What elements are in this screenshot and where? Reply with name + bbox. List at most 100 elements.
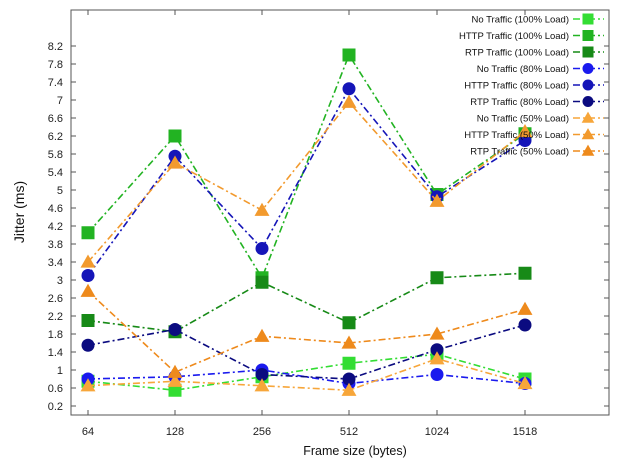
series-5 [81, 82, 532, 282]
legend-label: RTP Traffic (100% Load) [465, 48, 569, 59]
legend-label: RTP Traffic (50% Load) [470, 147, 569, 158]
square-marker [342, 48, 356, 62]
series-line [87, 272, 526, 333]
legend: No Traffic (100% Load) HTTP Traffic (100%… [459, 13, 604, 158]
y-tick-label: 1.8 [48, 329, 63, 341]
x-tick-label: 512 [340, 426, 358, 438]
series-line [87, 324, 526, 380]
series-layer [80, 48, 533, 397]
circle-marker [168, 323, 182, 336]
square-marker [342, 316, 356, 330]
square-marker [255, 275, 269, 289]
triangle-marker [341, 382, 357, 396]
circle-marker [430, 343, 444, 357]
triangle-marker [581, 144, 595, 156]
circle-marker [255, 242, 269, 255]
triangle-marker [341, 94, 357, 108]
series-line [87, 87, 526, 276]
y-axis: 0.2 0.6 1 1.4 1.8 2.2 2.6 3 3.4 3.8 4.2 4.6 5 5.4 5.8 6… [48, 41, 609, 413]
y-tick-label: 0.2 [48, 401, 63, 413]
square-marker [342, 356, 356, 370]
legend-label: RTP Traffic (80% Load) [470, 97, 569, 108]
series-line [87, 353, 526, 392]
series-line [87, 53, 526, 280]
y-tick-label: 4.6 [48, 203, 63, 215]
triangle-marker [581, 128, 595, 140]
square-marker [81, 226, 95, 240]
triangle-marker [80, 254, 96, 268]
square-marker [582, 30, 594, 41]
y-tick-label: 4.2 [48, 221, 63, 233]
series-8 [80, 94, 533, 268]
triangle-marker [429, 326, 445, 340]
legend-label: No Traffic (100% Load) [471, 15, 569, 26]
x-axis: 64 128 256 512 1024 1518 [82, 10, 537, 438]
square-marker [430, 271, 444, 285]
circle-marker [582, 79, 594, 91]
y-tick-label: 3 [57, 275, 63, 287]
circle-marker [518, 134, 532, 147]
circle-marker [582, 63, 594, 74]
y-tick-label: 5 [57, 185, 63, 197]
x-tick-label: 64 [82, 426, 94, 438]
y-tick-label: 8.2 [48, 41, 63, 53]
circle-marker [81, 338, 95, 352]
triangle-marker [254, 202, 270, 216]
triangle-marker [80, 283, 96, 297]
circle-marker [342, 82, 356, 96]
y-tick-label: 5.4 [48, 167, 63, 179]
legend-label: No Traffic (80% Load) [477, 64, 569, 75]
x-tick-label: 128 [166, 426, 184, 438]
square-marker [518, 266, 532, 280]
triangle-marker [341, 335, 357, 349]
y-tick-label: 0.6 [48, 383, 63, 395]
triangle-marker [429, 193, 445, 207]
triangle-marker [254, 378, 270, 392]
series-7 [80, 351, 533, 396]
triangle-marker [167, 364, 183, 378]
series-line [87, 101, 526, 263]
y-tick-label: 7.8 [48, 59, 63, 71]
y-tick-label: 7.4 [48, 77, 63, 89]
legend-label: HTTP Traffic (80% Load) [464, 81, 569, 92]
triangle-marker [517, 124, 533, 138]
y-tick-label: 2.6 [48, 293, 63, 305]
triangle-marker [80, 378, 96, 392]
series-line [87, 357, 526, 392]
y-tick-label: 7 [57, 95, 63, 107]
square-marker [168, 383, 182, 397]
triangle-marker [167, 373, 183, 387]
triangle-marker [167, 155, 183, 169]
legend-label: HTTP Traffic (100% Load) [459, 31, 569, 42]
y-tick-label: 5.8 [48, 149, 63, 161]
triangle-marker [254, 328, 270, 342]
circle-marker [342, 372, 356, 386]
y-tick-label: 6.6 [48, 113, 63, 125]
circle-marker [255, 368, 269, 381]
triangle-marker [517, 376, 533, 390]
series-6 [81, 318, 532, 386]
y-tick-label: 3.8 [48, 239, 63, 251]
series-9 [80, 283, 533, 378]
series-line [87, 290, 526, 374]
triangle-marker [517, 301, 533, 315]
triangle-marker [581, 111, 595, 123]
x-tick-label: 256 [253, 426, 271, 438]
legend-label: No Traffic (50% Load) [477, 114, 569, 125]
x-tick-label: 1024 [425, 426, 449, 438]
series-3 [81, 266, 532, 339]
y-tick-label: 1 [57, 365, 63, 377]
square-marker [582, 13, 594, 25]
x-axis-title: Frame size (bytes) [303, 444, 407, 458]
y-tick-label: 6.2 [48, 131, 63, 143]
circle-marker [81, 269, 95, 282]
x-tick-label: 1518 [513, 426, 537, 438]
circle-marker [518, 318, 532, 332]
y-tick-label: 3.4 [48, 257, 63, 269]
legend-label: HTTP Traffic (50% Load) [464, 130, 569, 141]
circle-marker [430, 368, 444, 381]
circle-marker [582, 96, 594, 107]
square-marker [168, 129, 182, 143]
series-1 [81, 347, 532, 397]
